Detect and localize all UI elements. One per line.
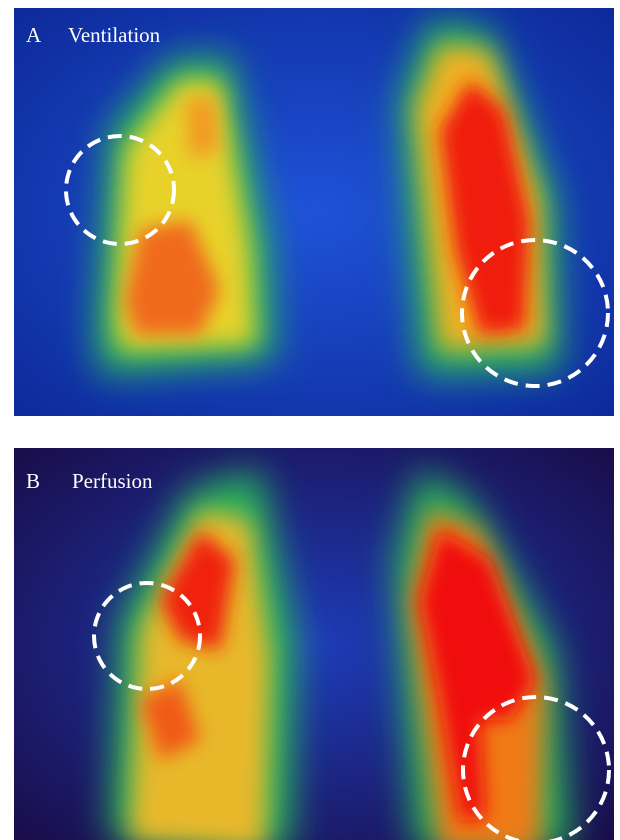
panel-label: Ventilation — [68, 23, 161, 47]
panel-letter: B — [26, 469, 40, 493]
figure: A Ventilation B Perfusion — [0, 0, 620, 840]
panel-ventilation: A Ventilation — [14, 8, 614, 416]
panel-letter: A — [26, 23, 42, 47]
page: {"panels": [{"letter": "A", "label": "Ve… — [0, 0, 620, 840]
panel-label: Perfusion — [72, 469, 153, 493]
body: A Ventilation B Perfusion (() => { const… — [0, 0, 620, 840]
panel-perfusion: B Perfusion — [14, 448, 614, 840]
